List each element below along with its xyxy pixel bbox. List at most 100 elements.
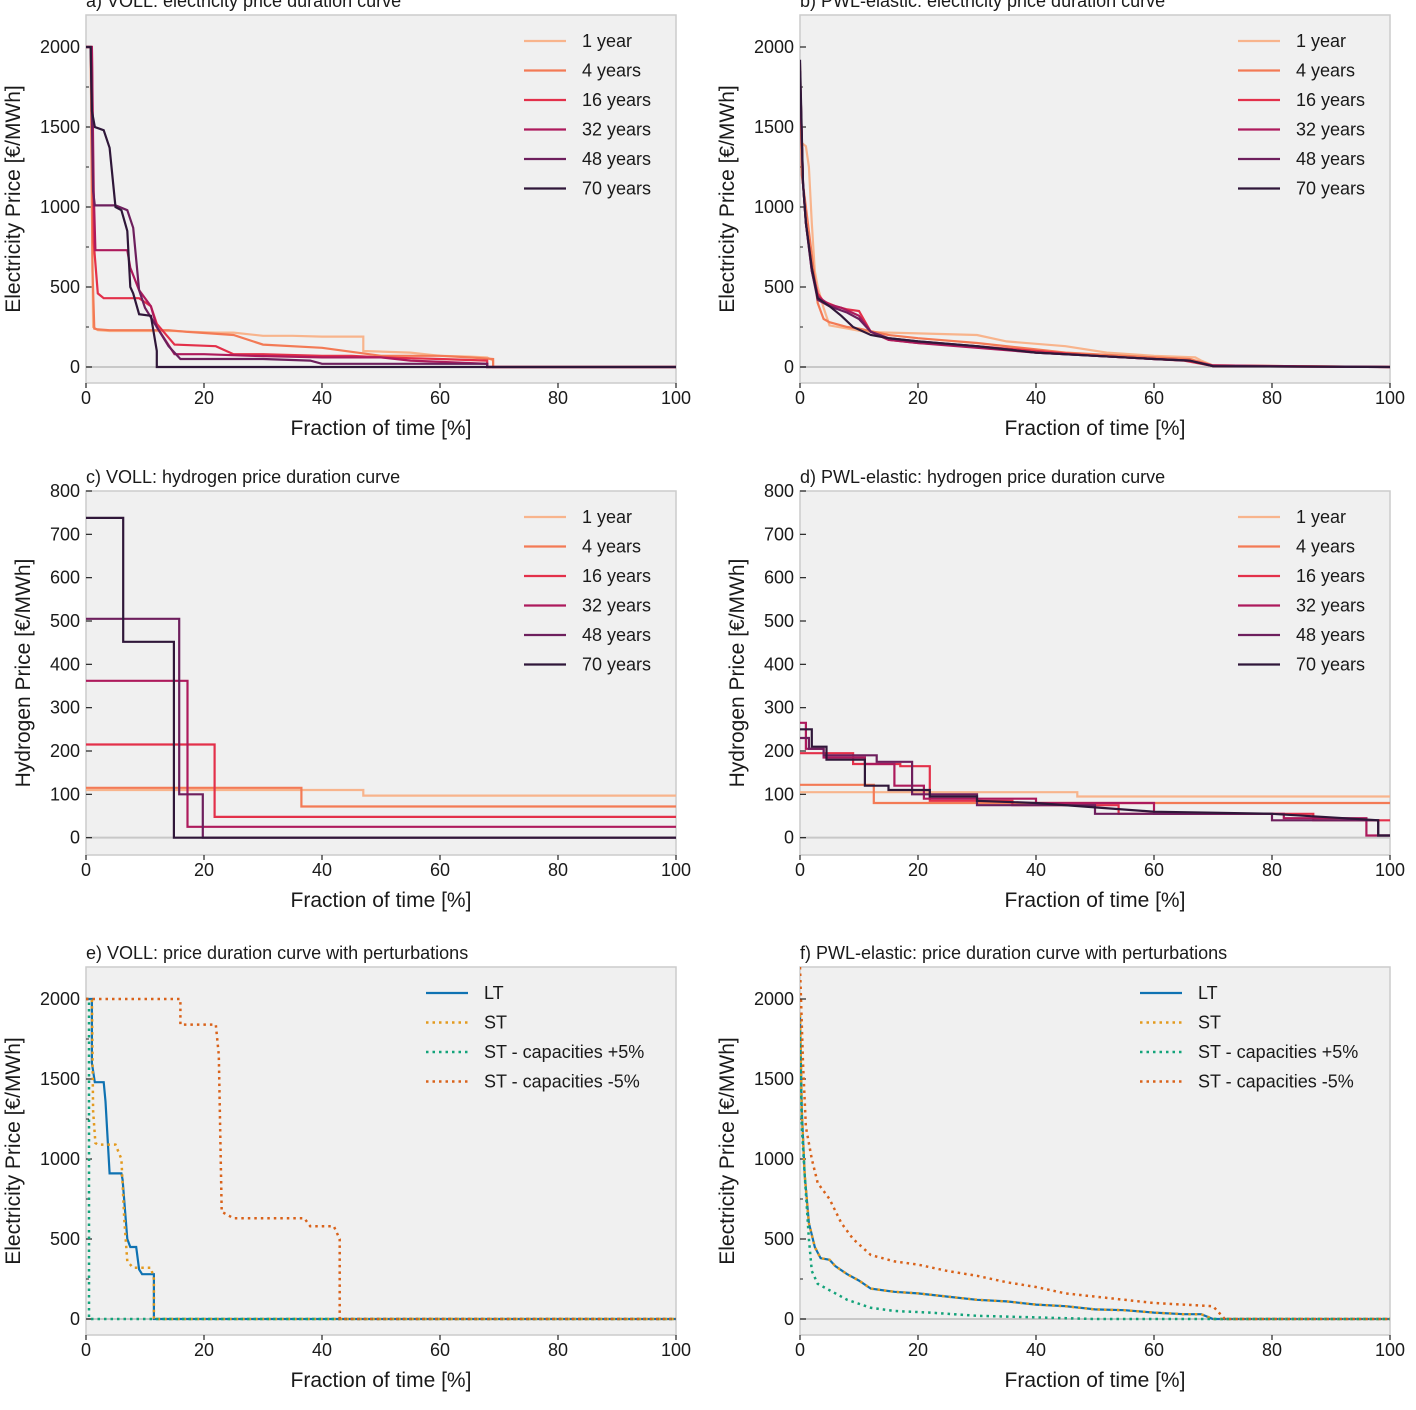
legend-label: 32 years — [1296, 596, 1365, 616]
y-tick-label: 800 — [50, 481, 80, 501]
y-tick-label: 2000 — [40, 989, 80, 1009]
legend-label: 4 years — [1296, 537, 1355, 557]
series-line-70-years — [86, 45, 676, 369]
series-line-st — [800, 1014, 1390, 1321]
panel-b: b) PWL-elastic: electricity price durati… — [716, 0, 1405, 440]
x-tick-label: 40 — [1026, 1340, 1046, 1360]
x-tick-label: 80 — [548, 1340, 568, 1360]
legend-label: 16 years — [582, 90, 651, 110]
x-tick-label: 60 — [430, 388, 450, 408]
y-tick-label: 1500 — [40, 1069, 80, 1089]
legend-label: 70 years — [582, 179, 651, 199]
y-tick-label: 1000 — [754, 1149, 794, 1169]
x-tick-label: 100 — [661, 860, 691, 880]
y-tick-label: 1500 — [40, 117, 80, 137]
panel-title: e) VOLL: price duration curve with pertu… — [86, 943, 468, 963]
legend-label: 32 years — [582, 120, 651, 140]
y-tick-label: 0 — [70, 828, 80, 848]
legend-label: 70 years — [1296, 179, 1365, 199]
y-tick-label: 1500 — [754, 1069, 794, 1089]
y-axis-label: Electricity Price [€/MWh] — [2, 85, 25, 313]
series-line-4-years — [86, 45, 676, 369]
legend-label: 4 years — [582, 61, 641, 81]
plot-area — [85, 966, 677, 1336]
y-tick-label: 800 — [764, 481, 794, 501]
series-line-70-years — [800, 59, 1390, 369]
series-line-70-years — [800, 728, 1390, 837]
x-tick-label: 20 — [194, 1340, 214, 1360]
series-line-1-year — [86, 788, 676, 797]
y-tick-label: 100 — [50, 784, 80, 804]
x-tick-label: 40 — [312, 1340, 332, 1360]
panel-c: c) VOLL: hydrogen price duration curve 0 2… — [12, 467, 691, 912]
plot-area — [85, 14, 677, 384]
series-line-32-years — [86, 679, 676, 828]
panel-f: f) PWL-elastic: price duration curve wit… — [716, 943, 1405, 1392]
legend-label: 4 years — [1296, 61, 1355, 81]
x-tick-label: 100 — [1375, 388, 1405, 408]
legend-label: ST - capacities -5% — [484, 1072, 640, 1092]
y-tick-label: 2000 — [40, 37, 80, 57]
panel-title: f) PWL-elastic: price duration curve wit… — [800, 943, 1227, 963]
y-tick-label: 500 — [50, 1229, 80, 1249]
x-axis-label: Fraction of time [%] — [1005, 417, 1186, 440]
y-tick-label: 400 — [764, 654, 794, 674]
legend-label: 70 years — [582, 655, 651, 675]
plot-area — [799, 966, 1391, 1336]
y-tick-label: 700 — [50, 524, 80, 544]
y-tick-label: 1500 — [754, 117, 794, 137]
x-tick-label: 0 — [795, 1340, 805, 1360]
x-tick-label: 40 — [1026, 860, 1046, 880]
x-tick-label: 100 — [1375, 860, 1405, 880]
series-line-4-years — [800, 70, 1390, 369]
legend-label: 1 year — [1296, 31, 1346, 51]
x-tick-label: 20 — [194, 388, 214, 408]
y-tick-label: 700 — [764, 524, 794, 544]
x-tick-label: 80 — [1262, 860, 1282, 880]
x-axis-label: Fraction of time [%] — [1005, 889, 1186, 912]
series-line-st-capacities-5- — [86, 997, 676, 1321]
legend-label: 32 years — [1296, 120, 1365, 140]
legend-label: 1 year — [1296, 507, 1346, 527]
legend-label: 1 year — [582, 507, 632, 527]
series-line-st-capacities-5- — [800, 1030, 1390, 1321]
y-tick-label: 500 — [764, 611, 794, 631]
x-tick-label: 60 — [430, 1340, 450, 1360]
x-tick-label: 60 — [1144, 860, 1164, 880]
y-axis-label: Electricity Price [€/MWh] — [716, 1037, 739, 1265]
panel-a: a) VOLL: electricity price duration curv… — [2, 0, 691, 440]
x-tick-label: 0 — [795, 388, 805, 408]
x-tick-label: 0 — [81, 388, 91, 408]
x-tick-label: 0 — [81, 860, 91, 880]
series-line-16-years — [86, 743, 676, 818]
y-tick-label: 1000 — [40, 1149, 80, 1169]
x-tick-label: 20 — [194, 860, 214, 880]
y-tick-label: 2000 — [754, 37, 794, 57]
x-tick-label: 40 — [1026, 388, 1046, 408]
y-tick-label: 200 — [764, 741, 794, 761]
legend-label: 1 year — [582, 31, 632, 51]
panel-title: d) PWL-elastic: hydrogen price duration … — [800, 467, 1165, 487]
x-tick-label: 0 — [795, 860, 805, 880]
y-tick-label: 200 — [50, 741, 80, 761]
y-tick-label: 100 — [764, 784, 794, 804]
y-axis-label: Hydrogen Price [€/MWh] — [726, 559, 749, 788]
y-tick-label: 0 — [70, 357, 80, 377]
x-tick-label: 20 — [908, 1340, 928, 1360]
legend-label: 48 years — [582, 625, 651, 645]
y-tick-label: 600 — [764, 568, 794, 588]
y-tick-label: 0 — [784, 828, 794, 848]
y-axis-label: Electricity Price [€/MWh] — [716, 85, 739, 313]
legend-label: 16 years — [1296, 90, 1365, 110]
x-tick-label: 80 — [1262, 388, 1282, 408]
y-tick-label: 400 — [50, 654, 80, 674]
x-tick-label: 100 — [661, 388, 691, 408]
x-axis-label: Fraction of time [%] — [291, 889, 472, 912]
series-line-st — [86, 997, 676, 1321]
legend-label: ST - capacities -5% — [1198, 1072, 1354, 1092]
x-tick-label: 100 — [661, 1340, 691, 1360]
x-tick-label: 40 — [312, 388, 332, 408]
y-tick-label: 500 — [50, 611, 80, 631]
legend-label: 32 years — [582, 596, 651, 616]
